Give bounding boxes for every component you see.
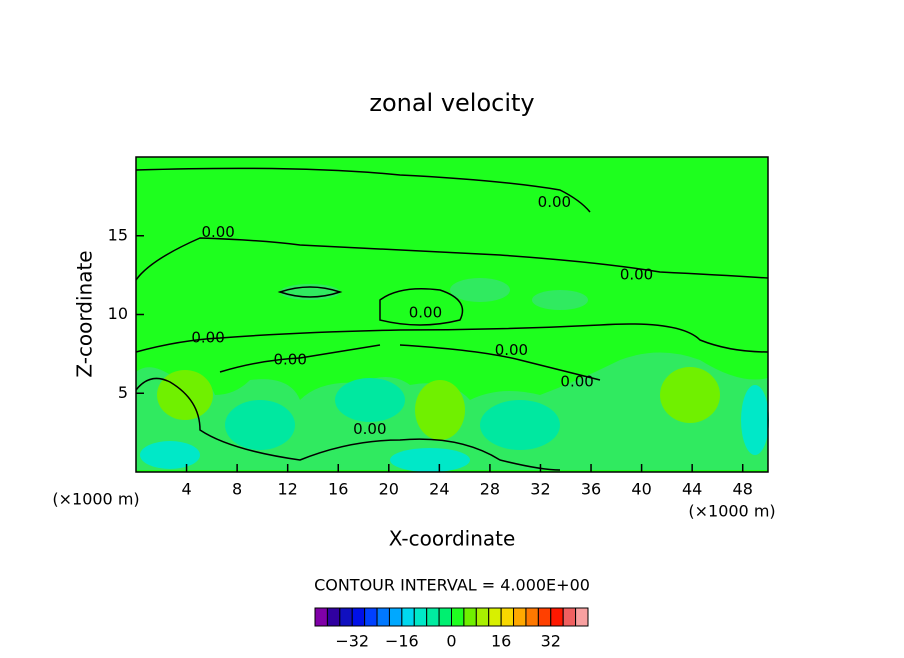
contour-label: 0.00 bbox=[620, 266, 653, 284]
x-tick-label: 8 bbox=[232, 480, 242, 499]
colorbar-box bbox=[438, 607, 453, 627]
colorbar-box bbox=[513, 607, 527, 627]
contour-field bbox=[135, 157, 769, 472]
contour-label: 0.00 bbox=[274, 351, 307, 369]
colorbar-box bbox=[351, 607, 366, 627]
field-region bbox=[225, 400, 295, 450]
colorbar-tick-label: 32 bbox=[541, 632, 561, 651]
colorbar-box bbox=[575, 607, 589, 627]
colorbar-box bbox=[339, 607, 353, 627]
field-region bbox=[140, 441, 200, 469]
colorbar-tick-label: −16 bbox=[385, 632, 419, 651]
contour-label: 0.00 bbox=[560, 373, 593, 391]
field-region bbox=[415, 380, 465, 440]
contour-label: 0.00 bbox=[409, 303, 442, 321]
colorbar-box bbox=[326, 607, 341, 627]
y-axis-label: Z-coordinate bbox=[73, 250, 97, 377]
colorbar-box bbox=[537, 607, 552, 627]
field-region bbox=[532, 290, 588, 310]
x-tick-label: 48 bbox=[733, 480, 753, 499]
field-region bbox=[335, 378, 405, 422]
y-tick-label: 5 bbox=[118, 383, 128, 402]
colorbar-box bbox=[475, 607, 490, 627]
y-tick-label: 10 bbox=[108, 304, 128, 323]
chart-title: zonal velocity bbox=[369, 89, 534, 117]
colorbar-box bbox=[376, 607, 390, 627]
x-tick-label: 44 bbox=[682, 480, 702, 499]
colorbar-box bbox=[500, 607, 515, 627]
colorbar-box bbox=[314, 607, 328, 627]
colorbar-box bbox=[550, 607, 564, 627]
contour-label: 0.00 bbox=[201, 223, 234, 241]
colorbar-box bbox=[364, 607, 378, 627]
x-tick-label: 36 bbox=[581, 480, 601, 499]
x-tick-label: 32 bbox=[530, 480, 550, 499]
field-region bbox=[157, 370, 213, 420]
colorbar-box bbox=[525, 607, 539, 627]
field-region bbox=[480, 400, 560, 450]
field-region bbox=[660, 367, 720, 423]
colorbar-box bbox=[426, 607, 440, 627]
colorbar-tick-label: 16 bbox=[491, 632, 511, 651]
x-tick-label: 16 bbox=[328, 480, 348, 499]
x-tick-label: 20 bbox=[379, 480, 399, 499]
y-tick-label: 15 bbox=[108, 225, 128, 244]
colorbar-box bbox=[401, 607, 415, 627]
field-region bbox=[741, 385, 769, 455]
colorbar-box bbox=[413, 607, 428, 627]
contour-label: 0.00 bbox=[353, 420, 386, 438]
y-unit: (×1000 m) bbox=[52, 490, 139, 509]
x-tick-label: 40 bbox=[631, 480, 651, 499]
x-tick-label: 12 bbox=[278, 480, 298, 499]
colorbar-tick-label: 0 bbox=[446, 632, 456, 651]
colorbar-box bbox=[562, 607, 577, 627]
x-tick-label: 4 bbox=[181, 480, 191, 499]
x-axis-label: X-coordinate bbox=[389, 527, 516, 551]
field-region bbox=[390, 448, 470, 472]
contour-label: 0.00 bbox=[538, 193, 571, 211]
colorbar-box bbox=[488, 607, 502, 627]
x-tick-label: 28 bbox=[480, 480, 500, 499]
colorbar-box bbox=[451, 607, 465, 627]
contour-lines bbox=[135, 167, 769, 471]
contour-label: 0.00 bbox=[495, 341, 528, 359]
field-region bbox=[450, 278, 510, 302]
contour-interval: CONTOUR INTERVAL = 4.000E+00 bbox=[314, 576, 590, 595]
contour-label: 0.00 bbox=[191, 329, 224, 347]
colorbar-box bbox=[463, 607, 477, 627]
colorbar-tick-label: −32 bbox=[335, 632, 369, 651]
x-unit: (×1000 m) bbox=[688, 502, 775, 521]
x-tick-label: 24 bbox=[429, 480, 449, 499]
colorbar-box bbox=[388, 607, 403, 627]
